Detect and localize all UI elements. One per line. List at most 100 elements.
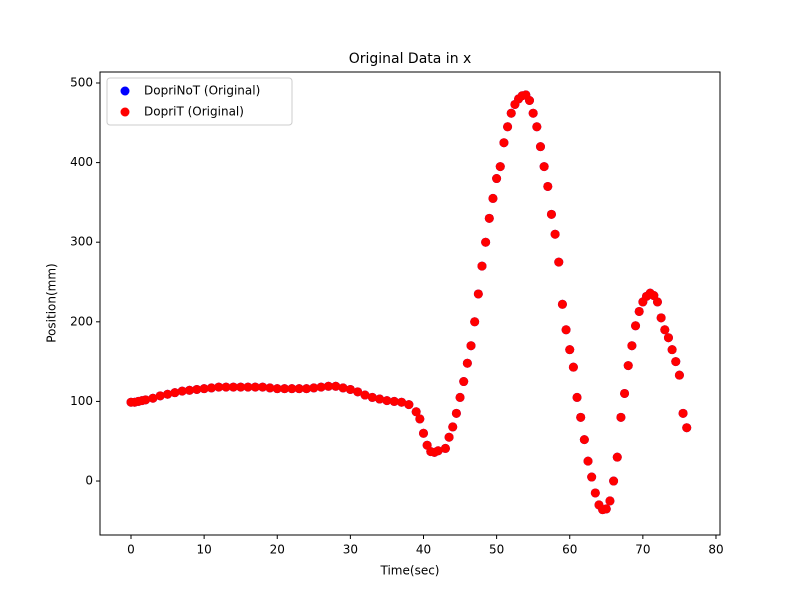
legend-label: DopriT (Original) [144,105,244,119]
data-point [579,435,589,445]
data-point [652,297,662,307]
data-point [265,383,275,393]
x-tick-label: 30 [343,543,358,557]
x-tick-label: 0 [127,543,135,557]
data-point [397,397,407,407]
data-point [214,382,224,392]
data-point [601,504,611,514]
chart-title: Original Data in x [349,51,472,67]
data-point [543,181,553,191]
data-point [389,396,399,406]
data-point [250,382,260,392]
data-point [678,408,688,418]
plot-frame [99,71,721,536]
data-point [459,377,469,387]
data-point [455,392,465,402]
data-point [550,229,560,239]
data-point [345,384,355,394]
data-point [616,412,626,422]
data-point [433,446,443,456]
data-point [546,209,556,219]
data-point [309,383,319,393]
data-point [375,394,385,404]
data-point [258,382,268,392]
y-tick-label: 200 [70,314,93,328]
y-tick-label: 100 [70,394,93,408]
data-point [243,382,253,392]
data-point [627,341,637,351]
data-point [663,333,673,343]
data-point [492,174,502,184]
data-point [338,383,348,393]
data-point [411,407,421,417]
data-point [404,400,414,410]
x-tick-label: 70 [635,543,650,557]
y-tick-label: 400 [70,155,93,169]
data-point [206,383,216,393]
data-point [631,321,641,331]
data-point [503,122,513,132]
x-tick-label: 20 [270,543,285,557]
data-point [561,325,571,335]
data-point [287,384,297,394]
data-point [612,452,622,462]
data-point [353,387,363,397]
data-point [141,395,151,405]
y-axis-label: Position(mm) [45,263,59,342]
data-point [301,384,311,394]
data-point [477,261,487,271]
data-point [609,476,619,486]
data-point [221,382,231,392]
data-point [660,325,670,335]
data-point [506,108,516,118]
data-point [280,384,290,394]
data-point [382,396,392,406]
data-point [444,432,454,442]
data-point [481,237,491,247]
data-point [528,108,538,118]
data-point [170,388,180,398]
data-point [466,341,476,351]
data-point [155,391,165,401]
data-point [623,361,633,371]
data-point [331,381,341,391]
data-point [539,162,549,172]
data-point [590,488,600,498]
data-point [605,496,615,506]
data-point [440,443,450,453]
data-point [484,213,494,223]
data-point [473,289,483,299]
data-point [495,162,505,172]
x-axis-label: Time(sec) [380,564,440,578]
data-point [418,428,428,438]
data-point [177,386,187,396]
y-tick-label: 300 [70,235,93,249]
data-point [525,95,535,105]
x-tick-label: 10 [196,543,211,557]
data-point [572,392,582,402]
data-point [148,393,158,403]
data-point [634,306,644,316]
data-point [199,384,209,394]
data-point [682,423,692,433]
legend-label: DopriNoT (Original) [144,84,260,98]
y-tick-label: 0 [85,474,93,488]
data-point [674,370,684,380]
data-point [499,138,509,148]
data-point [360,390,370,400]
data-point [294,384,304,394]
data-point [462,358,472,368]
data-point [228,382,238,392]
data-point [192,384,202,394]
data-point [470,317,480,327]
data-point [535,142,545,152]
data-point [557,299,567,309]
data-point [415,414,425,424]
data-point [367,392,377,402]
x-tick-label: 80 [708,543,723,557]
data-point [565,345,575,355]
x-tick-label: 50 [489,543,504,557]
data-point [272,384,282,394]
data-point [671,357,681,367]
